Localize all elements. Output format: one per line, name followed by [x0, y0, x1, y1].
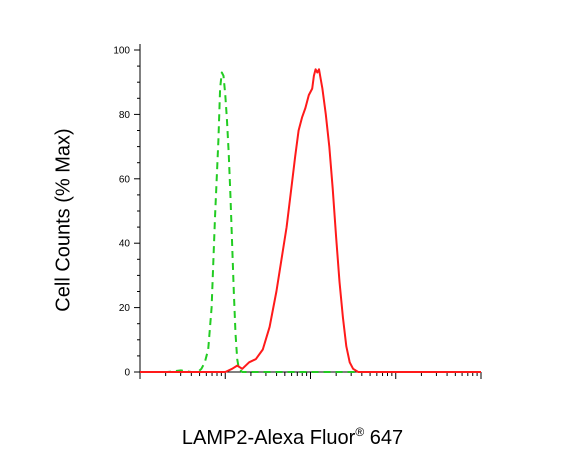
x-axis-label-registered-mark: ®: [355, 425, 365, 439]
y-tick-label: 60: [119, 174, 131, 185]
x-axis-label-main: LAMP2-Alexa Fluor: [181, 427, 356, 449]
y-axis-label: Cell Counts (% Max): [52, 128, 75, 312]
y-tick-label: 0: [124, 368, 130, 379]
y-axis-ticks: 0 20 40 60 80 100: [113, 46, 140, 379]
y-tick-label: 80: [119, 110, 131, 121]
y-tick-label: 40: [119, 239, 131, 250]
y-tick-label: 100: [113, 46, 130, 57]
x-axis-ticks: [139, 372, 482, 379]
y-tick-label: 20: [119, 303, 131, 314]
control-curve: [140, 71, 481, 373]
x-axis-label: LAMP2-Alexa Fluor® 647: [0, 425, 585, 450]
sample-curve: [140, 68, 481, 373]
x-axis-label-tail: 647: [364, 427, 404, 449]
histogram-curves: [140, 68, 481, 373]
